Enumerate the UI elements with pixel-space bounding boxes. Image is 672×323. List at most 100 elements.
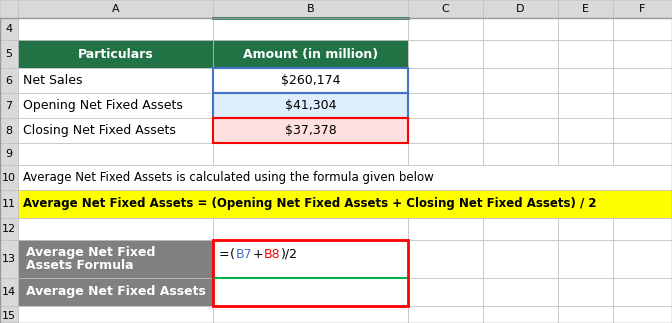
Bar — [613, 68, 672, 93]
Text: 15: 15 — [2, 311, 16, 321]
Bar — [213, 93, 408, 118]
Bar — [483, 118, 558, 143]
Text: D: D — [516, 4, 525, 14]
Text: B7: B7 — [235, 248, 252, 261]
Text: 9: 9 — [5, 149, 13, 159]
Bar — [613, 240, 672, 278]
Text: (: ( — [230, 248, 235, 261]
Bar — [558, 240, 613, 278]
Bar — [613, 40, 672, 68]
Bar — [408, 306, 483, 323]
Text: $37,378: $37,378 — [285, 124, 337, 137]
Bar — [0, 190, 18, 218]
Bar — [213, 0, 408, 18]
Text: 4: 4 — [5, 24, 13, 34]
Bar — [558, 118, 613, 143]
Text: B: B — [306, 4, 314, 14]
Bar — [213, 306, 408, 323]
Bar — [483, 240, 558, 278]
Bar — [0, 18, 18, 40]
Bar — [213, 218, 408, 240]
Bar — [408, 278, 483, 306]
Text: Particulars: Particulars — [78, 47, 153, 60]
Bar — [18, 218, 213, 240]
Bar — [558, 0, 613, 18]
Bar — [18, 240, 213, 278]
Bar — [213, 93, 408, 118]
Bar — [558, 278, 613, 306]
Text: E: E — [582, 4, 589, 14]
Bar — [483, 18, 558, 40]
Text: C: C — [442, 4, 450, 14]
Text: 11: 11 — [2, 199, 16, 209]
Bar — [483, 93, 558, 118]
Text: $39,341: $39,341 — [285, 286, 336, 298]
Bar — [483, 218, 558, 240]
Bar — [213, 68, 408, 93]
Bar — [483, 278, 558, 306]
Text: A: A — [112, 4, 120, 14]
Text: 7: 7 — [5, 100, 13, 110]
Bar — [213, 118, 408, 143]
Text: Average Net Fixed: Average Net Fixed — [26, 246, 155, 259]
Bar — [0, 93, 18, 118]
Bar — [0, 218, 18, 240]
Bar — [0, 118, 18, 143]
Bar — [558, 143, 613, 165]
Bar — [613, 143, 672, 165]
Bar — [213, 18, 408, 40]
Bar — [483, 143, 558, 165]
Text: 14: 14 — [2, 287, 16, 297]
Bar — [408, 118, 483, 143]
Bar — [613, 118, 672, 143]
Text: F: F — [639, 4, 646, 14]
Bar — [558, 68, 613, 93]
Bar — [18, 0, 213, 18]
Bar — [613, 306, 672, 323]
Text: Average Net Fixed Assets is calculated using the formula given below: Average Net Fixed Assets is calculated u… — [23, 171, 433, 184]
Bar — [613, 278, 672, 306]
Text: Average Net Fixed Assets = (Opening Net Fixed Assets + Closing Net Fixed Assets): Average Net Fixed Assets = (Opening Net … — [23, 197, 597, 211]
Bar — [408, 40, 483, 68]
Bar — [213, 240, 408, 306]
Bar — [18, 18, 213, 40]
Text: Assets Formula: Assets Formula — [26, 259, 134, 272]
Text: $260,174: $260,174 — [281, 74, 340, 87]
Bar — [408, 18, 483, 40]
Text: 10: 10 — [2, 172, 16, 182]
Bar — [558, 18, 613, 40]
Bar — [18, 306, 213, 323]
Bar — [0, 306, 18, 323]
Text: 8: 8 — [5, 126, 13, 136]
Bar — [0, 40, 18, 68]
Text: )/2: )/2 — [281, 248, 298, 261]
Text: 13: 13 — [2, 254, 16, 264]
Text: 12: 12 — [2, 224, 16, 234]
Bar — [483, 306, 558, 323]
Text: Closing Net Fixed Assets: Closing Net Fixed Assets — [23, 124, 176, 137]
Bar — [18, 68, 213, 93]
Text: 6: 6 — [5, 76, 13, 86]
Text: Net Sales: Net Sales — [23, 74, 83, 87]
Text: Amount (in million): Amount (in million) — [243, 47, 378, 60]
Bar — [18, 118, 213, 143]
Bar — [213, 143, 408, 165]
Bar — [613, 0, 672, 18]
Bar — [0, 165, 18, 190]
Bar — [0, 278, 18, 306]
Bar — [18, 40, 213, 68]
Text: Opening Net Fixed Assets: Opening Net Fixed Assets — [23, 99, 183, 112]
Bar — [558, 40, 613, 68]
Bar — [613, 218, 672, 240]
Bar — [213, 40, 408, 68]
Bar — [0, 0, 18, 18]
Bar — [613, 18, 672, 40]
Text: Average Net Fixed Assets: Average Net Fixed Assets — [26, 286, 206, 298]
Bar — [18, 93, 213, 118]
Bar — [0, 143, 18, 165]
Text: $41,304: $41,304 — [285, 99, 336, 112]
Text: 5: 5 — [5, 49, 13, 59]
Bar — [213, 118, 408, 143]
Bar — [213, 68, 408, 93]
Bar — [0, 240, 18, 278]
